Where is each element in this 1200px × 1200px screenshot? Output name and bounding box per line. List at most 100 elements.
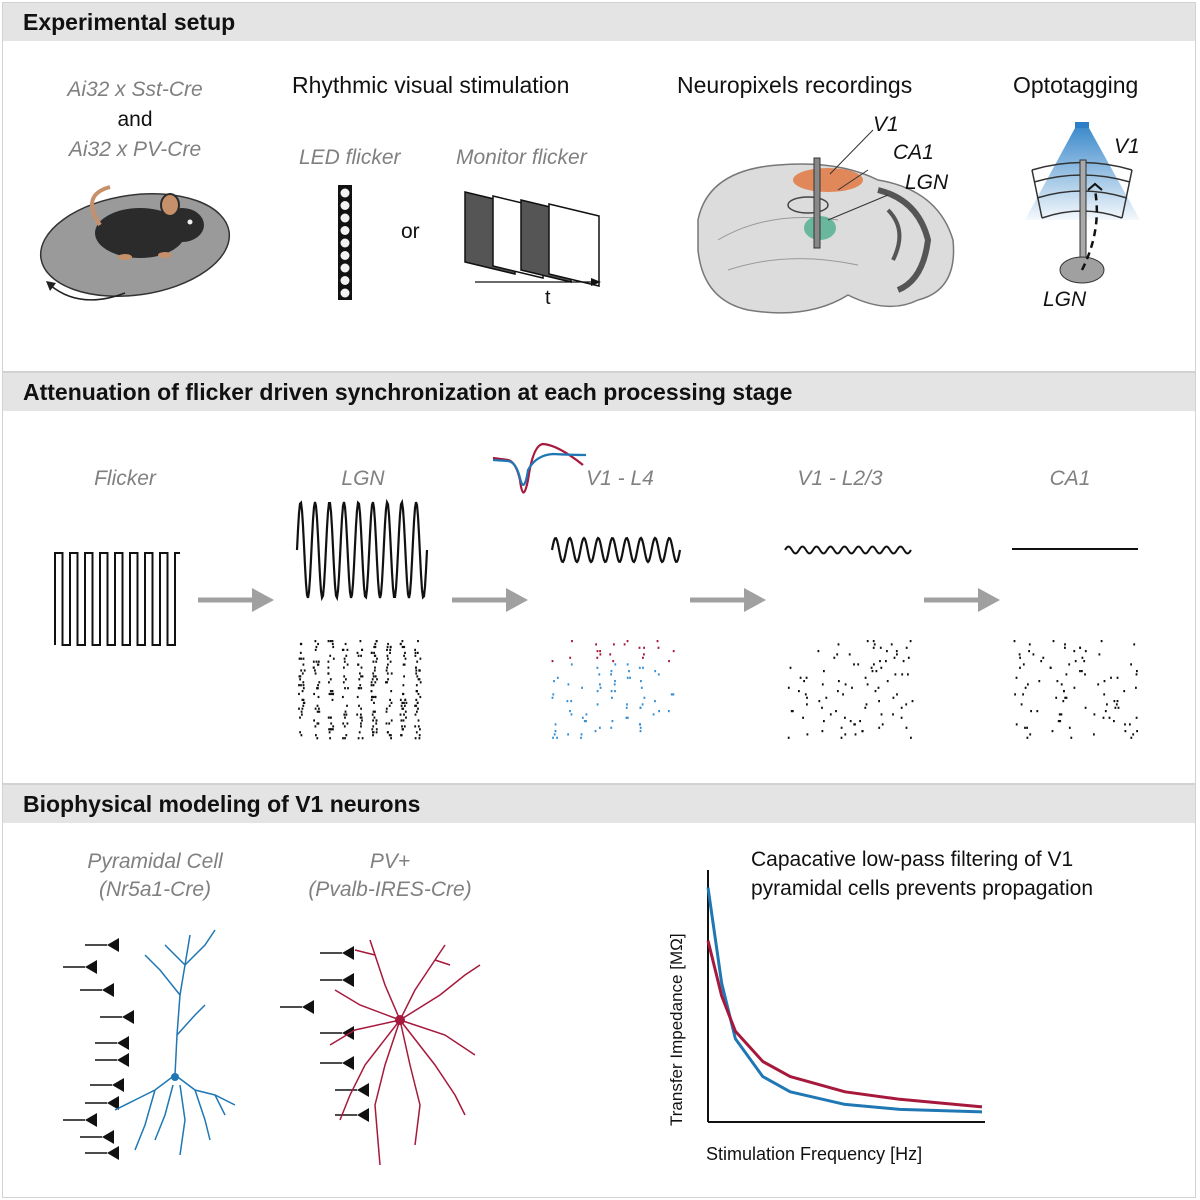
spike-tick bbox=[1026, 736, 1029, 739]
spike-tick bbox=[851, 686, 853, 689]
synapse-terminal bbox=[122, 1010, 134, 1024]
spike-tick bbox=[402, 692, 404, 696]
spike-tick bbox=[1113, 720, 1115, 723]
synapse-terminal bbox=[102, 1130, 114, 1144]
spike-tick bbox=[375, 731, 378, 734]
spike-tick bbox=[626, 703, 628, 706]
led-dot bbox=[340, 188, 350, 198]
spike-tick bbox=[879, 646, 882, 649]
spike-tick bbox=[1113, 700, 1116, 703]
spike-tick bbox=[821, 706, 823, 709]
spike-tick bbox=[806, 696, 808, 699]
spike-tick bbox=[388, 704, 391, 707]
spike-tick bbox=[594, 730, 597, 733]
spike-tick bbox=[400, 719, 403, 722]
spike-tick bbox=[361, 737, 364, 740]
spike-tick bbox=[400, 642, 402, 646]
spike-tick bbox=[404, 698, 407, 701]
spike-tick bbox=[399, 713, 402, 716]
spike-tick bbox=[799, 676, 802, 679]
spike-tick bbox=[1024, 686, 1027, 689]
spike-tick bbox=[346, 663, 349, 666]
spike-tick bbox=[639, 706, 642, 709]
spike-tick bbox=[611, 720, 614, 723]
spike-tick bbox=[360, 716, 363, 719]
synapse-terminal bbox=[117, 1036, 129, 1050]
optotagging-title: Optotagging bbox=[1013, 72, 1139, 98]
led-dot bbox=[340, 263, 350, 273]
spike-tick bbox=[1104, 710, 1107, 713]
spike-tick bbox=[896, 693, 898, 696]
spike-tick bbox=[848, 653, 851, 656]
spike-tick bbox=[330, 692, 332, 696]
chart-title-line-2: pyramidal cells prevents propagation bbox=[751, 877, 1094, 900]
spike-tick bbox=[905, 726, 908, 729]
spike-tick bbox=[403, 713, 405, 716]
spike-tick bbox=[342, 722, 345, 725]
v1-l23-spike-raster bbox=[787, 640, 914, 739]
spike-tick bbox=[417, 692, 420, 696]
spike-tick bbox=[330, 716, 332, 719]
spike-tick bbox=[314, 725, 317, 728]
spike-tick bbox=[614, 680, 616, 683]
spike-tick bbox=[415, 731, 418, 734]
spike-tick bbox=[1020, 703, 1023, 706]
modeling-panel: Biophysical modeling of V1 neurons bbox=[2, 784, 1196, 1198]
spike-tick bbox=[401, 728, 404, 731]
spike-tick bbox=[613, 643, 615, 646]
spike-tick bbox=[345, 734, 348, 737]
spike-tick bbox=[567, 683, 570, 686]
spike-tick bbox=[1028, 650, 1030, 653]
spike-tick bbox=[361, 648, 363, 651]
spike-tick bbox=[402, 719, 405, 722]
spike-tick bbox=[374, 710, 376, 713]
spike-tick bbox=[625, 716, 628, 719]
spike-tick bbox=[316, 737, 319, 740]
spike-tick bbox=[610, 726, 613, 729]
pv-sublabel: (Pvalb-IRES-Cre) bbox=[308, 878, 472, 901]
spike-tick bbox=[416, 651, 419, 654]
spike-tick bbox=[640, 680, 642, 683]
spike-tick bbox=[1073, 650, 1076, 653]
waveform-blue bbox=[492, 452, 587, 486]
led-flicker-label: LED flicker bbox=[299, 146, 401, 169]
spike-tick bbox=[626, 676, 629, 679]
spike-tick bbox=[302, 698, 305, 701]
spike-tick bbox=[390, 737, 392, 740]
spike-tick bbox=[358, 731, 361, 734]
mouse-line-2: Ai32 x PV-Cre bbox=[68, 138, 202, 161]
spike-tick bbox=[390, 701, 393, 704]
spike-tick bbox=[402, 663, 405, 666]
spike-tick bbox=[328, 681, 330, 684]
spike-tick bbox=[300, 657, 303, 660]
spike-tick bbox=[1026, 726, 1028, 729]
spike-tick bbox=[1060, 683, 1063, 686]
spike-tick bbox=[331, 698, 334, 701]
spike-tick bbox=[1063, 690, 1065, 693]
spike-tick bbox=[342, 737, 344, 740]
spike-tick bbox=[1124, 723, 1126, 726]
spike-tick bbox=[569, 710, 571, 713]
spike-tick bbox=[670, 693, 673, 696]
spike-tick bbox=[328, 728, 330, 731]
spike-tick bbox=[371, 713, 374, 716]
spike-tick bbox=[571, 640, 573, 643]
spike-tick bbox=[1022, 663, 1025, 666]
spike-tick bbox=[642, 656, 644, 659]
spike-tick bbox=[1014, 693, 1016, 696]
spike-tick bbox=[639, 730, 642, 733]
spike-tick bbox=[418, 678, 421, 681]
spike-tick bbox=[556, 736, 558, 739]
spike-tick bbox=[301, 707, 304, 710]
spike-tick bbox=[386, 681, 388, 684]
spike-tick bbox=[1074, 660, 1077, 663]
spike-tick bbox=[581, 716, 584, 719]
spike-tick bbox=[625, 706, 628, 709]
spike-tick bbox=[314, 648, 317, 651]
spike-tick bbox=[360, 707, 362, 710]
waveform-red bbox=[492, 442, 584, 494]
spike-tick bbox=[803, 680, 805, 683]
spike-tick bbox=[371, 651, 373, 654]
spike-tick bbox=[403, 701, 405, 704]
spike-tick bbox=[551, 696, 554, 699]
